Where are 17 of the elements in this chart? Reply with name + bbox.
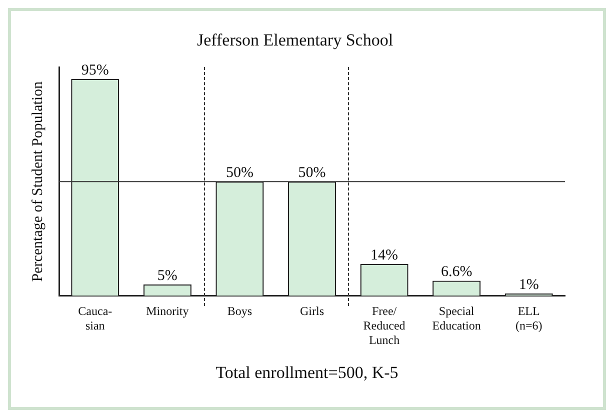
x-tick-label: Free/ Reduced Lunch <box>363 304 406 347</box>
x-tick-label: Boys <box>227 304 252 318</box>
chart-title: Jefferson Elementary School <box>196 30 394 50</box>
x-tick-label: Minority <box>146 304 189 318</box>
data-label: 5% <box>157 268 178 284</box>
data-label: 50% <box>298 165 326 182</box>
data-label: 1% <box>518 276 539 293</box>
data-label: 14% <box>370 247 398 264</box>
x-tick-label: Special Education <box>432 304 481 333</box>
x-tick-label: Girls <box>300 304 324 318</box>
text: Total enrollment=500, K-5 <box>214 363 400 383</box>
data-label: 50% <box>226 165 254 182</box>
x-tick-label: ELL (n=6) <box>515 304 542 333</box>
data-label: 6.6% <box>440 264 472 280</box>
x-tick-label: Cauca- sian <box>78 304 112 333</box>
data-label: 95% <box>81 62 109 78</box>
y-axis-title: Percentage of Student Population <box>30 80 46 282</box>
